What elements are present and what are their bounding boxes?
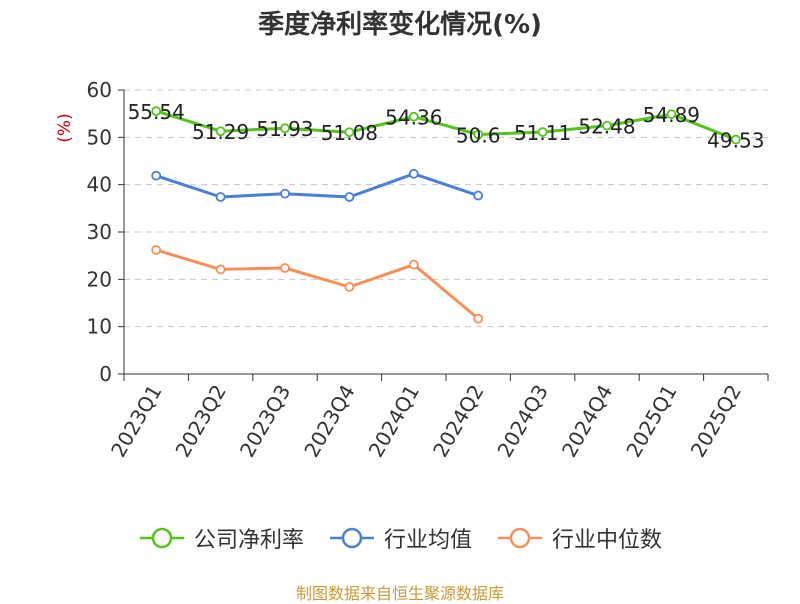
data-label: 51.29 — [192, 120, 249, 144]
data-label: 55.54 — [128, 100, 185, 124]
legend-item[interactable]: 公司净利率 — [138, 522, 304, 554]
data-label: 51.93 — [256, 117, 313, 141]
y-tick-label: 10 — [87, 315, 112, 339]
x-tick-label: 2023Q3 — [235, 381, 295, 462]
data-point — [280, 123, 290, 134]
x-tick-label: 2023Q1 — [106, 381, 166, 462]
data-point — [666, 109, 677, 120]
x-tick-label: 2023Q2 — [170, 381, 230, 462]
x-tick-label: 2024Q4 — [557, 381, 617, 462]
legend-swatch-icon — [498, 527, 542, 549]
data-point — [280, 263, 290, 273]
y-tick-label: 60 — [87, 78, 112, 102]
y-tick-label: 40 — [87, 173, 112, 197]
data-point — [151, 106, 162, 117]
data-point — [215, 264, 226, 275]
data-point — [151, 170, 162, 181]
data-point — [473, 129, 484, 140]
data-point — [537, 127, 548, 137]
y-tick-label: 0 — [99, 362, 112, 386]
data-label: 49.53 — [707, 129, 764, 153]
data-point — [473, 313, 484, 324]
data-point — [215, 192, 226, 202]
data-label: 54.89 — [643, 103, 700, 127]
x-tick-label: 2024Q2 — [428, 381, 488, 462]
legend-item[interactable]: 行业均值 — [328, 522, 472, 554]
legend-item[interactable]: 行业中位数 — [496, 522, 662, 554]
legend-swatch-icon — [139, 527, 184, 549]
y-tick-label: 30 — [87, 220, 112, 244]
legend-label: 行业中位数 — [552, 528, 663, 553]
data-point — [280, 188, 290, 199]
data-point — [151, 245, 162, 255]
series-line-1 — [155, 172, 479, 199]
y-tick-label: 50 — [87, 125, 112, 149]
series-line-0 — [155, 109, 737, 141]
legend-label: 行业均值 — [383, 528, 472, 553]
legend-label: 公司净利率 — [193, 528, 304, 553]
x-tick-label: 2024Q1 — [364, 381, 424, 462]
data-point — [408, 259, 419, 270]
data-point — [344, 282, 355, 292]
x-tick-label: 2025Q1 — [621, 381, 681, 462]
data-label: 50.6 — [456, 123, 501, 147]
data-point — [344, 192, 355, 202]
data-point — [602, 120, 612, 131]
x-tick-label: 2025Q2 — [686, 381, 746, 462]
data-point — [215, 126, 226, 137]
y-axis-label: (%) — [55, 113, 75, 142]
data-label: 51.08 — [321, 121, 378, 145]
data-point — [473, 190, 484, 201]
x-tick-label: 2024Q3 — [492, 381, 552, 462]
legend-swatch-icon — [329, 527, 374, 549]
data-source-note: 制图数据来自恒生聚源数据库 — [295, 584, 504, 603]
series-line-2 — [155, 248, 480, 320]
y-tick-label: 20 — [87, 267, 112, 291]
data-point — [408, 111, 419, 122]
data-label: 54.36 — [385, 106, 442, 130]
chart-title: 季度净利率变化情况(%) — [258, 10, 542, 40]
x-tick-label: 2023Q4 — [299, 381, 359, 462]
data-label: 52.48 — [578, 115, 635, 139]
data-point — [344, 127, 355, 138]
data-point — [408, 168, 419, 179]
data-point — [730, 134, 741, 145]
legend: 公司净利率 行业均值 行业中位数 — [0, 518, 800, 558]
data-label: 51.11 — [514, 121, 571, 145]
